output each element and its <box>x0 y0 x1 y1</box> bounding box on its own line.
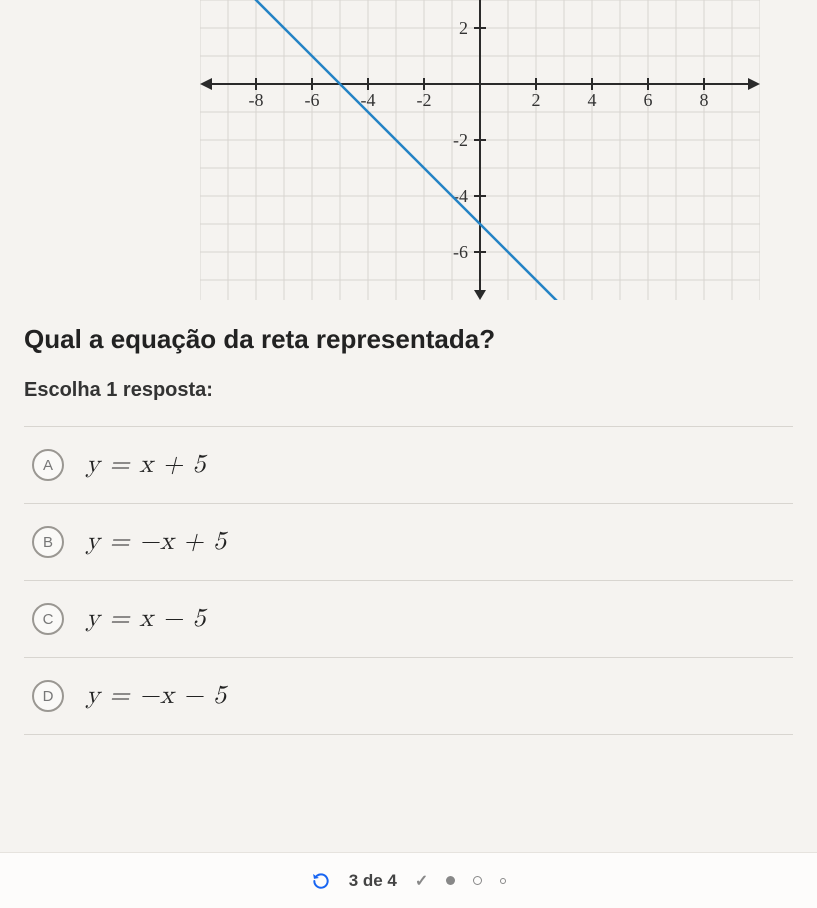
choice-letter: D <box>32 680 64 712</box>
line-graph: -8-6-4-224682-2-4-6x <box>200 0 760 300</box>
progress-dot-filled <box>446 876 455 885</box>
choice-letter: C <box>32 603 64 635</box>
svg-text:8: 8 <box>700 90 709 110</box>
graph-container: -8-6-4-224682-2-4-6x <box>200 0 760 300</box>
answer-choices: A y = x + 5 B y = −x + 5 C y = x − 5 D y… <box>0 426 817 735</box>
question-text: Qual a equação da reta representada? <box>0 300 817 363</box>
svg-text:-6: -6 <box>305 90 320 110</box>
svg-text:6: 6 <box>644 90 653 110</box>
svg-text:2: 2 <box>459 18 468 38</box>
svg-text:4: 4 <box>588 90 597 110</box>
instruction-text: Escolha 1 resposta: <box>0 363 817 426</box>
choice-a[interactable]: A y = x + 5 <box>24 426 793 503</box>
choice-b[interactable]: B y = −x + 5 <box>24 503 793 580</box>
svg-text:-2: -2 <box>417 90 432 110</box>
svg-text:-8: -8 <box>249 90 264 110</box>
check-icon: ✓ <box>415 871 428 891</box>
progress-dot-hollow <box>473 876 482 885</box>
svg-text:2: 2 <box>532 90 541 110</box>
progress-bar: 3 de 4 ✓ <box>0 852 817 908</box>
choice-c[interactable]: C y = x − 5 <box>24 580 793 657</box>
choice-formula: y = x + 5 <box>86 450 206 481</box>
svg-text:-2: -2 <box>453 130 468 150</box>
choice-formula: y = −x − 5 <box>86 681 227 712</box>
choice-letter: A <box>32 449 64 481</box>
choice-formula: y = −x + 5 <box>86 527 227 558</box>
choice-letter: B <box>32 526 64 558</box>
refresh-icon[interactable] <box>311 871 331 891</box>
choice-formula: y = x − 5 <box>86 604 206 635</box>
choice-d[interactable]: D y = −x − 5 <box>24 657 793 735</box>
progress-dot-small <box>500 878 506 884</box>
svg-text:-6: -6 <box>453 242 468 262</box>
progress-label: 3 de 4 <box>349 871 397 891</box>
